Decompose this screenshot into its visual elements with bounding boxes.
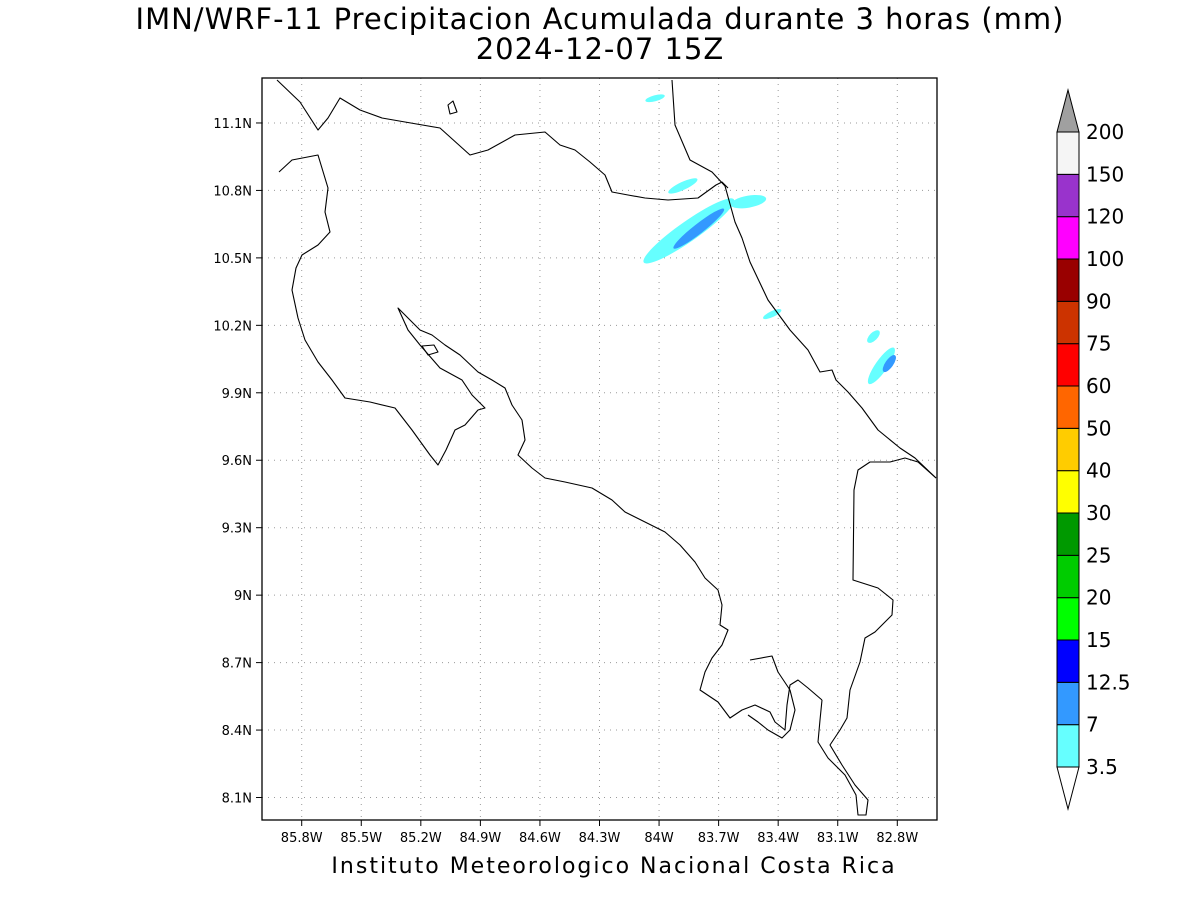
map-axes: 85.8W 85.5W 85.2W 84.9W 84.6W 84.3W 84W 83.7W 83…	[213, 117, 918, 846]
golfo-dulce	[747, 655, 796, 739]
precip-area	[867, 330, 880, 343]
colorbar-lower-arrow	[1056, 766, 1080, 811]
colorbar-label: 40	[1086, 459, 1111, 483]
colorbar-swatch	[1056, 385, 1080, 429]
colorbar-swatch	[1056, 470, 1080, 514]
colorbar-swatch	[1056, 343, 1080, 387]
lon-tick-label: 85.8W	[281, 831, 323, 846]
map-title: IMN/WRF-11 Precipitacion Acumulada duran…	[135, 2, 1065, 36]
lat-tick-label: 8.7N	[222, 657, 252, 672]
lat-tick-label: 10.8N	[213, 184, 252, 199]
lon-tick-label: 84.9W	[459, 831, 501, 846]
lat-tick-label: 9.6N	[222, 454, 252, 469]
lat-tick-label: 10.2N	[213, 319, 252, 334]
colorbar-label: 12.5	[1086, 670, 1131, 694]
colorbar-swatch	[1056, 512, 1080, 556]
colorbar-swatch	[1056, 258, 1080, 302]
grid-lines	[262, 78, 937, 820]
colorbar-upper-arrow	[1056, 88, 1080, 133]
lat-tick-label: 10.5N	[213, 252, 252, 267]
colorbar-label: 100	[1086, 247, 1124, 271]
precip-area	[673, 208, 725, 249]
colorbar-label: 20	[1086, 586, 1111, 610]
colorbar: 3.5 7 12.5 15 20 25 30 40 50 60 75 90 100 120 150 200	[1056, 88, 1131, 811]
lat-tick-label: 8.4N	[222, 724, 252, 739]
lat-tick-label: 9.3N	[222, 522, 252, 537]
colorbar-swatch	[1056, 173, 1080, 218]
colorbar-swatch	[1056, 216, 1080, 260]
map-frame	[261, 77, 938, 821]
precip-area	[645, 94, 665, 103]
colorbar-label: 75	[1086, 332, 1111, 356]
lon-tick-label: 83.7W	[698, 831, 740, 846]
lon-tick-label: 82.8W	[876, 831, 918, 846]
nicaragua-border	[276, 79, 729, 201]
colorbar-label: 90	[1086, 289, 1111, 313]
precip-area	[763, 309, 782, 320]
colorbar-swatch	[1056, 300, 1080, 345]
colorbar-label: 120	[1086, 205, 1124, 229]
colorbar-label: 200	[1086, 120, 1124, 144]
colorbar-swatch	[1056, 554, 1080, 599]
precip-area	[730, 194, 767, 209]
coastline	[276, 79, 937, 816]
colorbar-swatch	[1056, 681, 1080, 726]
lat-tick-label: 8.1N	[222, 792, 252, 807]
precip-area	[867, 347, 895, 385]
precip-area	[882, 355, 896, 373]
lon-tick-label: 83.1W	[817, 831, 859, 846]
colorbar-label: 50	[1086, 416, 1111, 440]
precipitation-overlay	[643, 94, 896, 385]
colorbar-swatch	[1056, 427, 1080, 472]
colorbar-label: 30	[1086, 501, 1111, 525]
lon-tick-label: 84.6W	[519, 831, 561, 846]
map-datetime: 2024-12-07 15Z	[475, 32, 725, 66]
lake-islet	[421, 344, 439, 356]
lon-tick-label: 84W	[644, 831, 674, 846]
lat-tick-label: 9N	[234, 589, 252, 604]
colorbar-label: 60	[1086, 374, 1111, 398]
pacific-coast	[278, 154, 823, 731]
colorbar-swatch	[1056, 639, 1080, 683]
colorbar-label: 150	[1086, 162, 1124, 186]
lat-tick-label: 11.1N	[213, 117, 252, 132]
lon-tick-label: 83.4W	[757, 831, 799, 846]
panama-border	[817, 457, 937, 816]
colorbar-label: 15	[1086, 628, 1111, 652]
lon-tick-label: 85.2W	[400, 831, 442, 846]
colorbar-label: 25	[1086, 543, 1111, 567]
footer-credit: Instituto Meteorologico Nacional Costa R…	[331, 854, 897, 879]
colorbar-label: 3.5	[1086, 755, 1118, 779]
lon-tick-label: 85.5W	[340, 831, 382, 846]
colorbar-label: 7	[1086, 713, 1099, 737]
colorbar-swatch	[1056, 597, 1080, 641]
caribbean-coast	[671, 79, 937, 479]
lat-tick-label: 9.9N	[222, 387, 252, 402]
precip-area	[668, 178, 698, 194]
colorbar-swatch	[1056, 724, 1080, 768]
colorbar-swatch	[1056, 131, 1080, 175]
lon-tick-label: 84.3W	[579, 831, 621, 846]
north-islet	[447, 100, 458, 115]
